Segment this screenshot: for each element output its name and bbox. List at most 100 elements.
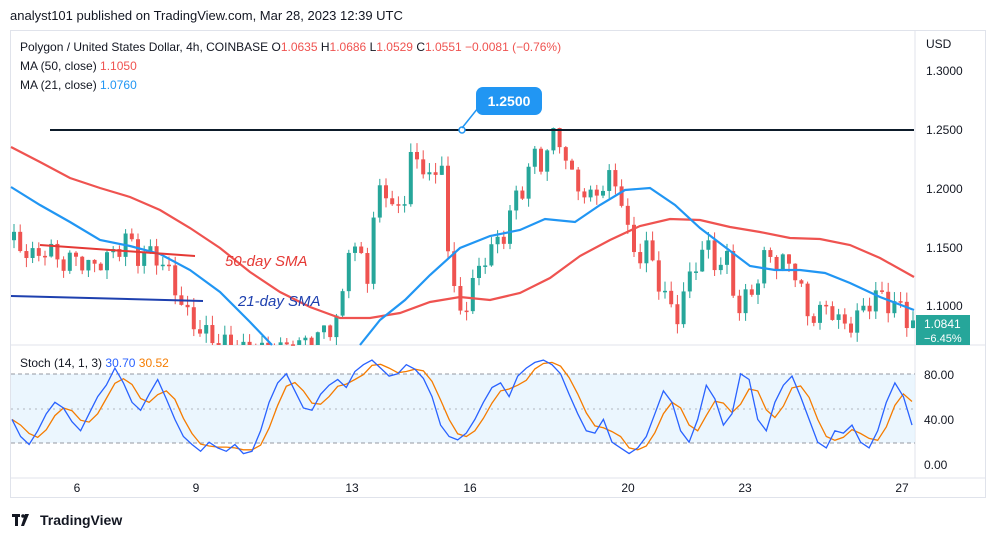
candle-body (687, 271, 692, 292)
candle-body (297, 340, 302, 345)
candle-body (818, 304, 822, 323)
candle-body (427, 172, 432, 175)
legend-ma21-label: MA (21, close) (20, 78, 97, 92)
candle-body (452, 251, 457, 287)
candle-body (892, 301, 897, 314)
legend-o-label: O (271, 40, 281, 54)
candle-body (222, 334, 227, 345)
ma21-line (10, 186, 915, 346)
time-tick: 16 (463, 481, 477, 495)
candle-body (353, 246, 357, 253)
candle-body (346, 252, 351, 292)
time-tick: 6 (74, 481, 81, 495)
candle-body (762, 250, 767, 284)
legend-ma21-value: 1.0760 (100, 78, 137, 92)
candle-body (675, 304, 680, 325)
candle-body (446, 165, 450, 252)
candle-body (725, 250, 729, 265)
candle-body (867, 305, 872, 312)
candle-body (520, 190, 525, 199)
last-price-pct: −6.45% (924, 333, 962, 345)
stoch-legend[interactable]: Stoch (14, 1, 3) 30.70 30.52 (20, 356, 169, 370)
legend-h-label: H (320, 40, 330, 54)
time-tick: 23 (738, 481, 752, 495)
candle-body (563, 147, 568, 161)
candle-body (210, 325, 215, 344)
candle-body (824, 304, 829, 307)
legend-low: 1.0529 (376, 40, 413, 54)
candle-body (247, 341, 252, 345)
price-tick: 1.1000 (926, 299, 963, 313)
candle-body (842, 314, 847, 324)
legend-ma50-row[interactable]: MA (50, close) 1.1050 (20, 57, 561, 76)
level-callout[interactable] (476, 87, 542, 115)
candle-body (756, 283, 760, 295)
candle-body (886, 291, 891, 314)
candle-body (61, 259, 66, 271)
footer-brand[interactable]: TradingView (12, 512, 122, 528)
publish-line: analyst101 published on TradingView.com,… (10, 8, 403, 23)
price-pane-bg (11, 31, 915, 345)
candle-body (284, 342, 289, 345)
candle-body (396, 204, 401, 206)
price-tick: 1.3000 (926, 64, 963, 78)
candle-body (898, 301, 903, 303)
candle-body (849, 323, 853, 333)
candle-body (700, 249, 705, 272)
candle-body (260, 342, 264, 345)
legend-c-label: C (416, 40, 425, 54)
candle-body (266, 342, 271, 345)
candle-body (625, 205, 630, 225)
candle-body (650, 240, 655, 261)
stoch-label: Stoch (14, 1, 3) (20, 356, 103, 370)
candle-body (359, 246, 364, 254)
candle-body (160, 264, 165, 267)
candle-body (384, 185, 388, 199)
footer-brand-text: TradingView (40, 512, 123, 528)
candle-body (638, 252, 643, 264)
last-price-badge (916, 315, 970, 345)
candle-body (706, 240, 711, 250)
candle-body (154, 246, 159, 266)
legend-symbol[interactable]: Polygon / United States Dollar, 4h, COIN… (20, 40, 269, 54)
candle-body (576, 169, 581, 192)
legend-ma21-row[interactable]: MA (21, close) 1.0760 (20, 76, 561, 95)
price-tick: 1.2000 (926, 182, 963, 196)
candle-body (18, 231, 23, 252)
candle-body (526, 166, 531, 199)
chart-frame (10, 30, 986, 498)
candle-body (43, 255, 47, 258)
candle-body (787, 254, 791, 264)
time-tick: 20 (621, 481, 635, 495)
candle-body (619, 186, 624, 206)
stoch-tick: 0.00 (924, 458, 948, 472)
candle-body (185, 304, 190, 308)
candle-body (911, 320, 915, 329)
legend-high: 1.0686 (329, 40, 367, 54)
time-tick: 9 (193, 481, 200, 495)
candle-body (191, 307, 196, 330)
legend-ma50-label: MA (50, close) (20, 59, 97, 73)
candle-body (421, 159, 426, 175)
level-callout-text: 1.2500 (488, 93, 531, 109)
stoch-k-value: 30.70 (105, 356, 136, 370)
candle-body (873, 290, 878, 312)
stoch-d-line (11, 361, 913, 451)
candle-body (477, 265, 481, 278)
candle-body (36, 248, 41, 256)
candle-body (880, 290, 884, 292)
candle-body (415, 151, 419, 160)
candle-body (749, 289, 754, 295)
candle-body (322, 325, 326, 333)
candle-body (340, 291, 345, 316)
candle-body (594, 189, 599, 196)
last-price-value: 1.0841 (924, 317, 961, 331)
candle-body (774, 256, 779, 271)
candle-body (718, 264, 723, 271)
stoch-tick: 80.00 (924, 368, 954, 382)
candle-body (780, 254, 785, 271)
candle-body (570, 160, 574, 170)
candle-body (514, 190, 519, 211)
candle-body (464, 310, 469, 313)
